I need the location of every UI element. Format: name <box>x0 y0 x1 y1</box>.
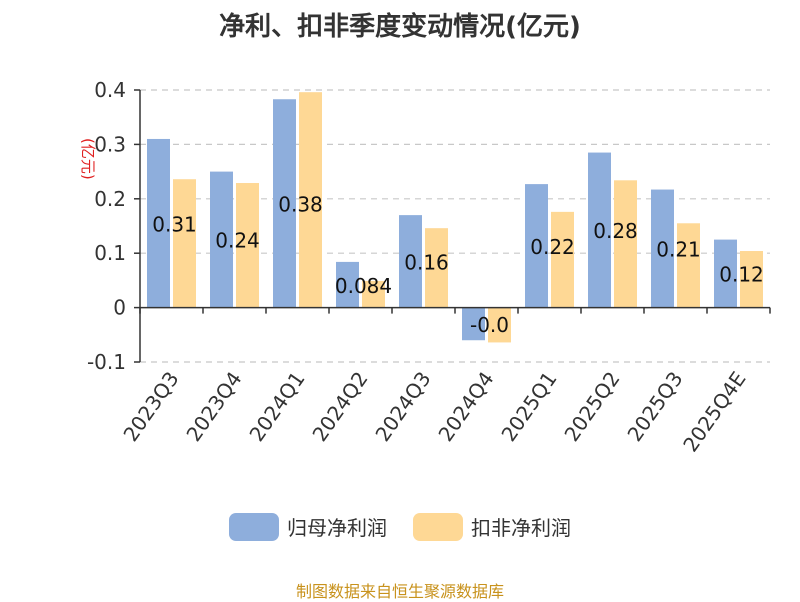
bar-series2 <box>488 307 511 343</box>
source-note: 制图数据来自恒生聚源数据库 <box>295 582 504 601</box>
data-label-series1: 0.31 <box>152 212 197 236</box>
legend: 归母净利润 扣非净利润 <box>0 512 800 541</box>
data-label-series1: 0.38 <box>278 192 323 216</box>
legend-label-series2: 扣非净利润 <box>471 516 571 540</box>
bar-series2 <box>362 280 385 308</box>
bar-series1 <box>273 99 296 308</box>
y-tick-label: 0.2 <box>94 187 126 211</box>
x-tick-label: 2024Q1 <box>244 367 309 446</box>
bar-series2 <box>173 179 196 308</box>
x-tick-label: 2025Q3 <box>622 367 687 446</box>
bar-series1 <box>525 184 548 308</box>
bar-series1 <box>588 152 611 308</box>
data-label-series1: 0.22 <box>530 235 575 259</box>
data-label-series1: -0.0 <box>470 313 509 337</box>
data-label-series1: 0.084 <box>335 274 392 298</box>
data-label-series1: 0.28 <box>593 219 638 243</box>
bar-series2 <box>740 251 763 308</box>
x-tick-label: 2024Q3 <box>370 367 435 446</box>
x-tick-label: 2025Q4E <box>678 367 750 456</box>
y-tick-label: 0.3 <box>94 132 126 156</box>
x-tick-label: 2024Q2 <box>307 367 372 446</box>
data-label-series1: 0.16 <box>404 250 449 274</box>
bar-series2 <box>236 183 259 308</box>
y-axis-unit-label: (亿元) <box>79 138 97 180</box>
y-tick-label: 0.1 <box>94 241 126 265</box>
bar-series2 <box>677 223 700 308</box>
x-tick-label: 2025Q1 <box>496 367 561 446</box>
legend-item-series2[interactable]: 扣非净利润 <box>413 512 571 541</box>
bar-series1 <box>651 189 674 308</box>
bar-series1 <box>462 307 485 341</box>
y-tick-label: 0.4 <box>94 78 126 102</box>
chart-title: 净利、扣非季度变动情况(亿元) <box>219 12 581 42</box>
data-label-series1: 0.24 <box>215 229 260 253</box>
x-tick-label: 2025Q2 <box>559 367 624 446</box>
bar-series2 <box>425 228 448 308</box>
x-tick-label: 2023Q3 <box>118 367 183 446</box>
bar-series2 <box>551 211 574 308</box>
bars <box>147 92 763 343</box>
legend-swatch-series2 <box>413 512 463 541</box>
bar-series1 <box>210 171 233 308</box>
bar-series1 <box>714 239 737 308</box>
y-tick-label: -0.1 <box>87 350 126 374</box>
bar-series2 <box>614 180 637 308</box>
data-labels: 0.31 0.24 0.38 0.084 0.16 -0.0 0.22 0.28 0.21 0.1… <box>152 192 764 336</box>
legend-label-series1: 归母净利润 <box>287 516 387 540</box>
x-tick-label: 2023Q4 <box>181 367 246 446</box>
x-tick-label: 2024Q4 <box>433 367 498 446</box>
legend-swatch-series1 <box>229 512 279 541</box>
bar-series1 <box>336 261 359 308</box>
grid-lines <box>140 89 770 363</box>
bar-series1 <box>147 138 170 308</box>
legend-item-series1[interactable]: 归母净利润 <box>229 512 387 541</box>
bar-series1 <box>399 215 422 308</box>
data-label-series1: 0.21 <box>656 238 701 262</box>
data-label-series1: 0.12 <box>719 263 764 287</box>
y-tick-label: 0 <box>113 296 126 320</box>
bar-series2 <box>299 92 322 308</box>
